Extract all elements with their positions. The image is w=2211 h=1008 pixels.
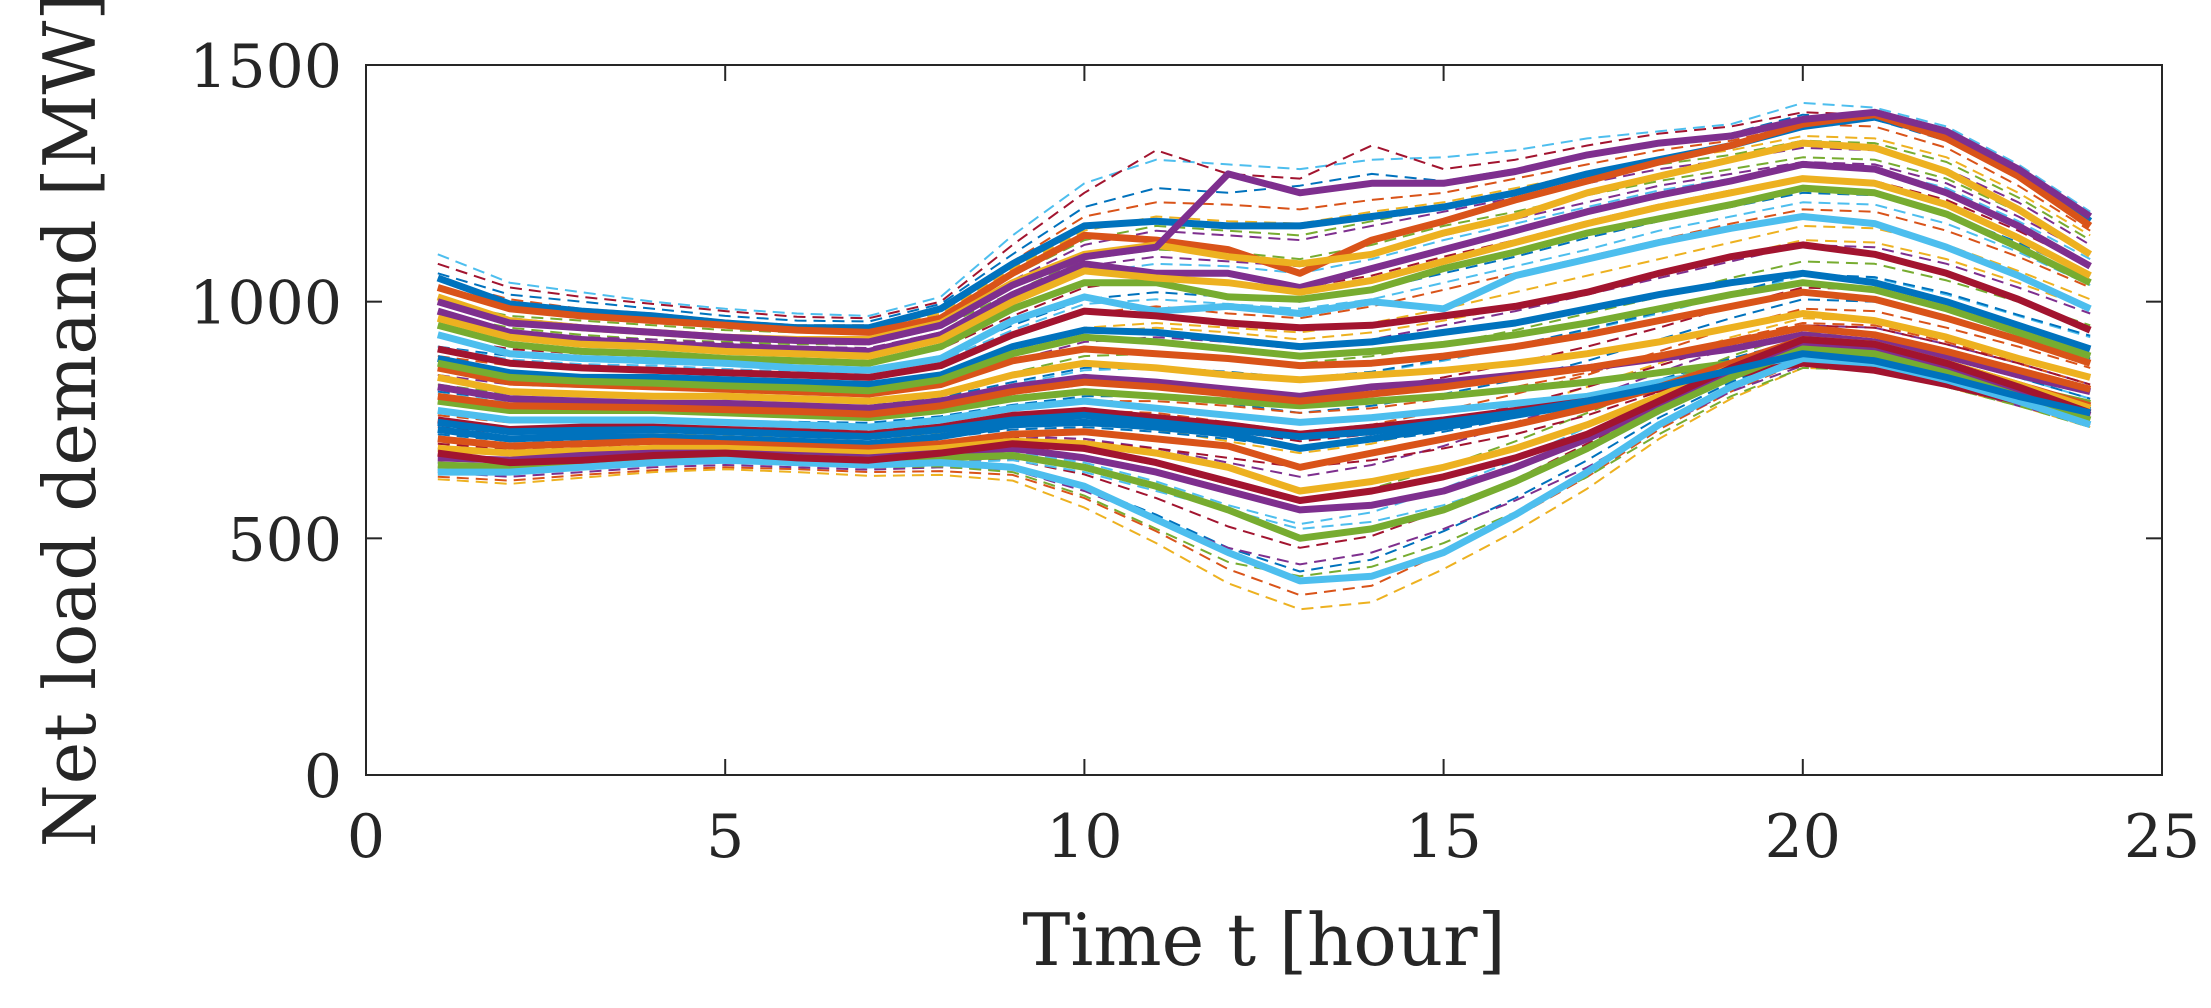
- series-line-scenario-30: [437, 123, 2091, 327]
- series-line-scenario-6: [436, 213, 2092, 374]
- series-line-scenario-4: [436, 160, 2092, 355]
- y-tick-label: 1000: [189, 269, 342, 339]
- series-line-scenario-21: [437, 336, 2092, 504]
- series-line-scenario-28: [437, 111, 2091, 320]
- x-tick-label: 5: [706, 802, 744, 872]
- y-axis: 0 500 1000 1500: [189, 32, 2162, 812]
- series-line-scenario-11: [437, 331, 2091, 412]
- series-line-scenario-45: [437, 317, 2091, 455]
- series-line-scenario-62: [437, 201, 2091, 374]
- series-line-scenario-27: [437, 101, 2091, 317]
- x-tick-label: 20: [1765, 802, 1841, 872]
- series-line-scenario-10: [437, 310, 2092, 405]
- x-tick-label: 25: [2124, 802, 2200, 872]
- series-line-scenario-20: [437, 355, 2092, 585]
- series-line-scenario-33: [437, 156, 2091, 346]
- y-axis-label: Net load demand [MW]: [28, 0, 112, 847]
- x-axis: 0 5 10 15 20 25: [347, 65, 2200, 872]
- y-tick-label: 500: [227, 505, 342, 575]
- series-line-scenario-51: [437, 359, 2091, 597]
- series-line-scenario-25: [436, 108, 2093, 346]
- x-axis-label: Time t [hour]: [1022, 898, 1505, 982]
- x-tick-label: 10: [1046, 802, 1122, 872]
- y-tick-label: 0: [304, 742, 342, 812]
- x-tick-label: 0: [347, 802, 385, 872]
- series-line-scenario-8: [437, 269, 2092, 388]
- series-line-scenario-31: [437, 135, 2091, 332]
- y-tick-label: 1500: [189, 32, 342, 102]
- series-line-scenario-23: [437, 324, 2092, 418]
- series-line-scenario-22: [437, 350, 2091, 441]
- x-tick-label: 15: [1405, 802, 1481, 872]
- series-line-scenario-24: [436, 175, 2092, 360]
- series-line-scenario-26: [437, 279, 2092, 395]
- series-line-scenario-29: [437, 113, 2091, 323]
- axes-box: [365, 64, 2163, 776]
- series-layer: [436, 101, 2093, 611]
- series-line-scenario-5: [436, 184, 2092, 367]
- series-line-scenario-7: [437, 241, 2092, 381]
- series-line-scenario-52: [437, 366, 2091, 611]
